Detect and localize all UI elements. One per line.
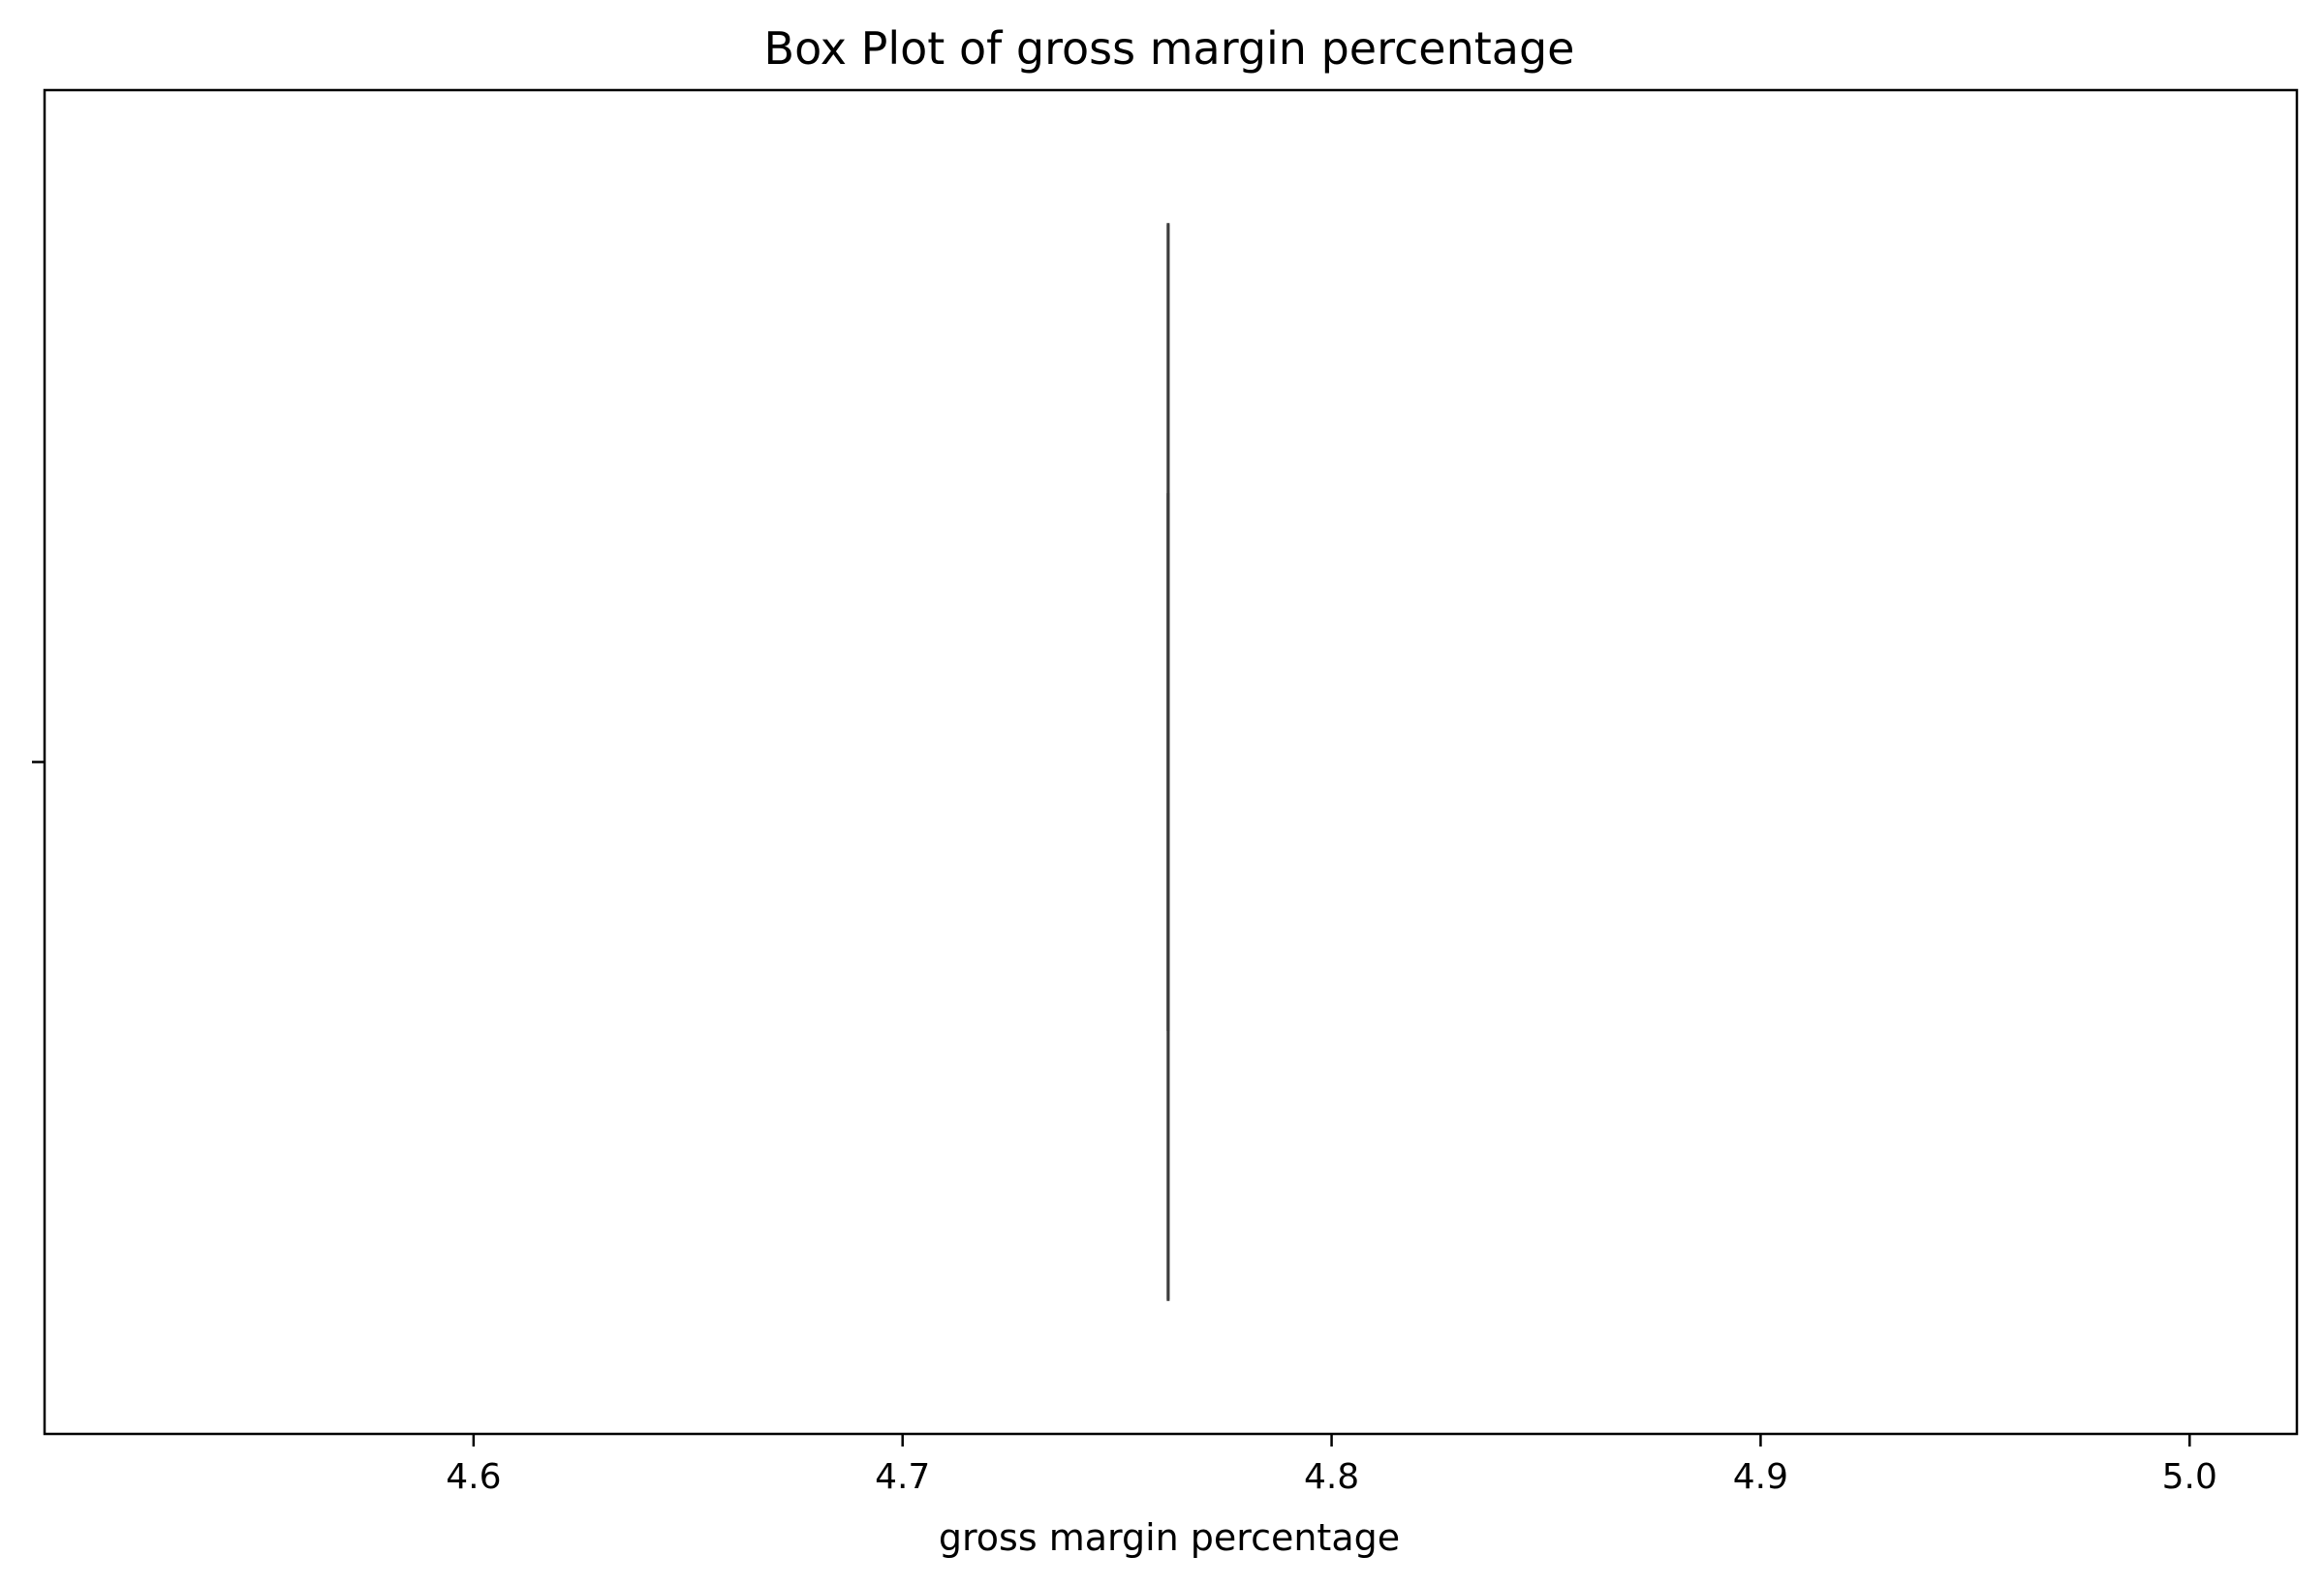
x-tick-label: 5.0: [2162, 1457, 2217, 1497]
chart-title: Box Plot of gross margin percentage: [764, 22, 1575, 75]
x-tick-label: 4.9: [1733, 1457, 1788, 1497]
x-tick-label: 4.7: [875, 1457, 930, 1497]
x-axis-ticks: 4.6 4.7 4.8 4.9 5.0: [446, 1434, 2217, 1497]
x-tick-label: 4.6: [446, 1457, 501, 1497]
x-tick-label: 4.8: [1304, 1457, 1359, 1497]
x-axis-label: gross margin percentage: [939, 1516, 1400, 1559]
